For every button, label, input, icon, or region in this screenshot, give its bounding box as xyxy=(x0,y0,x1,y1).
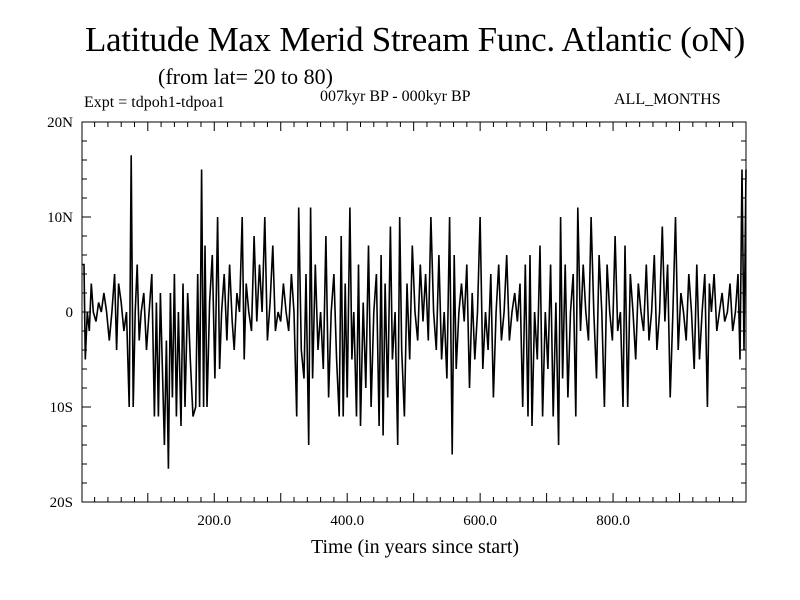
axis-ticks xyxy=(82,122,746,502)
x-axis-labels: 200.0 400.0 600.0 800.0 xyxy=(197,513,630,529)
chart-title: Latitude Max Merid Stream Func. Atlantic… xyxy=(84,20,746,59)
experiment-label: Expt = tdpoh1-tdpoa1 xyxy=(84,94,225,111)
x-tick-label: 400.0 xyxy=(330,513,364,529)
y-tick-label: 0 xyxy=(66,305,74,321)
months-label: ALL_MONTHS xyxy=(614,91,721,108)
y-axis-labels: 20N 10N 0 10S 20S xyxy=(47,115,73,511)
chart-subtitle: (from lat= 20 to 80) xyxy=(158,64,333,89)
x-axis-title: Time (in years since start) xyxy=(311,536,519,558)
plot-border xyxy=(81,121,747,503)
y-tick-label: 20S xyxy=(50,495,73,511)
plot-frame xyxy=(81,121,747,503)
series-group xyxy=(82,155,747,469)
x-tick-label: 800.0 xyxy=(596,513,630,529)
y-tick-label: 20N xyxy=(47,115,73,131)
period-label: 007kyr BP - 000kyr BP xyxy=(320,88,471,105)
x-tick-label: 200.0 xyxy=(197,513,231,529)
x-tick-label: 600.0 xyxy=(463,513,497,529)
series-line xyxy=(82,155,747,469)
y-tick-label: 10N xyxy=(47,210,73,226)
y-tick-label: 10S xyxy=(50,400,73,416)
